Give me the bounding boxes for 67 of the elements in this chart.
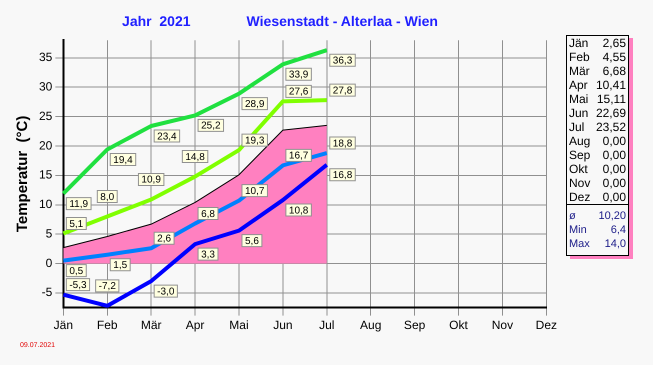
x-tick-label: Dez	[536, 318, 557, 332]
data-label: 10,9	[141, 174, 162, 186]
text: Mai 15,11	[568, 92, 627, 106]
x-tick-label: Okt	[449, 318, 469, 332]
x-tick-label: Mai	[229, 318, 249, 332]
data-label: 14,8	[185, 152, 206, 163]
data-label: 16,7	[288, 150, 309, 162]
chart-subtitle: Wiesenstadt - Alterlaa - Wien	[246, 13, 438, 29]
text: Sep 0,00	[568, 148, 627, 162]
y-tick-label: 0	[46, 256, 53, 270]
y-tick-label: 5	[46, 226, 53, 240]
x-tick-label: Jul	[319, 318, 334, 332]
text: ø 10,20	[567, 204, 628, 223]
text: Dez 0,00	[568, 190, 627, 204]
text: Okt 0,00	[568, 162, 627, 176]
text: Max 14,0	[568, 237, 627, 252]
x-tick-label: Aug	[360, 318, 382, 332]
data-label: 33,9	[288, 70, 309, 81]
data-label: 1,5	[113, 260, 128, 271]
y-tick-label: 35	[38, 50, 53, 64]
text: Mär 6,68	[568, 64, 627, 78]
data-label: 8,0	[100, 192, 115, 203]
data-label: 19,4	[113, 154, 134, 166]
data-label: 25,2	[201, 120, 221, 132]
y-tick-label: 10	[38, 197, 53, 212]
y-tick-label: 30	[38, 80, 53, 94]
data-label: -7,2	[98, 281, 116, 292]
chart-title: Jahr 2021	[122, 13, 191, 29]
data-label: 6,8	[201, 208, 216, 220]
data-label: 3,3	[201, 249, 216, 260]
data-label: 0,5	[69, 266, 84, 277]
text: Apr 10,41	[568, 78, 627, 92]
text: Feb 4,55	[568, 50, 627, 64]
text: Nov 0,00	[568, 176, 627, 190]
text: Jul 23,52	[568, 120, 627, 134]
x-tick-label: Nov	[492, 318, 514, 332]
data-label: 23,4	[157, 131, 178, 142]
y-axis-title: Temperatur (°C)	[14, 116, 32, 232]
data-label: 2,6	[157, 233, 172, 244]
x-tick-label: Feb	[96, 318, 118, 332]
data-label: 19,3	[244, 135, 265, 146]
text: Jun 22,69	[568, 106, 627, 120]
data-label: 27,8	[332, 85, 353, 96]
text: Jän 2,65	[568, 36, 627, 50]
data-label: 27,6	[288, 86, 309, 98]
data-label: 10,7	[244, 186, 265, 197]
data-label: 16,8	[332, 170, 353, 182]
data-label: 5,1	[69, 218, 84, 230]
data-label: -3,0	[157, 286, 175, 298]
x-tick-label: Sep	[404, 318, 426, 332]
data-label: -5,3	[69, 280, 88, 291]
data-label: 28,9	[244, 98, 265, 110]
x-tick-label: Mär	[140, 318, 162, 332]
x-tick-label: Apr	[186, 318, 204, 332]
data-label: 10,8	[288, 205, 309, 216]
y-tick-label: 20	[38, 138, 53, 152]
text: Aug 0,00	[568, 134, 627, 148]
y-tick-label: 15	[38, 168, 53, 182]
x-tick-label: Jun	[273, 318, 293, 332]
text: Min 6,4	[568, 223, 627, 237]
y-tick-label: -5	[42, 285, 53, 300]
data-label: 5,6	[244, 236, 260, 247]
y-tick-label: 25	[38, 108, 53, 123]
data-label: 36,3	[332, 55, 353, 66]
x-tick-label: Jän	[54, 318, 74, 332]
data-label: 18,8	[332, 138, 353, 150]
data-label: 11,9	[69, 198, 88, 210]
